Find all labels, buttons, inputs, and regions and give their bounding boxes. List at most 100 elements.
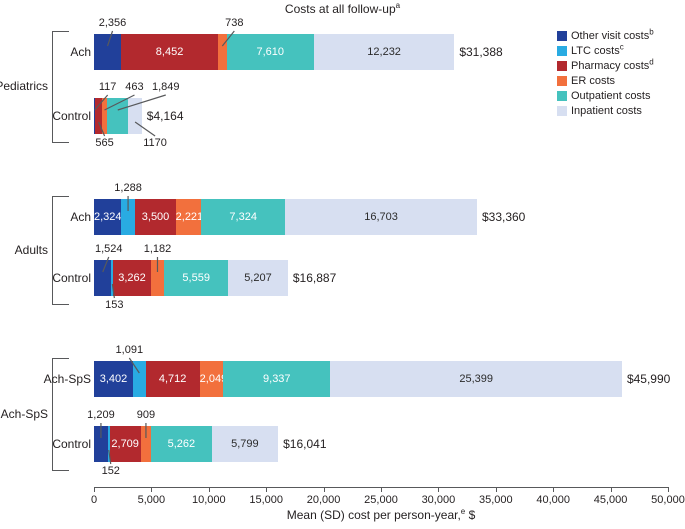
x-axis-tick-label: 0 <box>90 494 98 506</box>
x-axis-title-unit: $ <box>465 508 476 522</box>
group-label: Pediatrics <box>0 79 48 93</box>
x-axis-tick <box>381 487 382 492</box>
x-axis-title-text: Mean (SD) cost per person-year, <box>286 508 461 522</box>
bar-segment-er <box>140 426 152 462</box>
bar-total-label: $31,388 <box>459 45 503 59</box>
x-axis-tick-label: 35,000 <box>478 494 513 506</box>
bar-segment-callout: 1,182 <box>143 243 172 255</box>
bar-segment-callout: 1,209 <box>87 409 115 421</box>
bar-segment-ltc <box>107 426 110 462</box>
bar-segment-callout: 117 <box>98 81 117 93</box>
bar-segment-inpatient <box>330 361 622 397</box>
x-axis-tick <box>208 487 210 492</box>
bar-segment-inpatient <box>285 199 477 235</box>
legend-footnote-mark: d <box>649 57 654 67</box>
bar-segment-ltc <box>111 260 114 296</box>
x-axis-title-footnote-mark: e <box>460 507 466 516</box>
bar-total-label: $33,360 <box>481 210 526 224</box>
bar-segment-callout: 1,091 <box>115 344 144 356</box>
bar-segment-ltc <box>133 361 146 397</box>
bar-segment-callout: 463 <box>125 81 144 93</box>
bar-row-label: Ach <box>70 210 91 224</box>
bar-total-label: $45,990 <box>626 372 671 386</box>
bar-row-label: Ach <box>70 45 91 59</box>
legend-footnote-mark: c <box>619 42 624 52</box>
legend: Other visit costsb LTC costsc Pharmacy cos… <box>557 27 654 121</box>
bar-segment-callout: 1170 <box>143 137 167 149</box>
bar-segment-value: 16,703 <box>364 211 398 223</box>
bar-segment-er <box>175 199 202 235</box>
legend-item-er: ER costs <box>557 76 654 87</box>
legend-label: Other visit costsb <box>571 27 654 42</box>
legend-label: ER costs <box>571 75 616 87</box>
bar-segment-er <box>218 34 227 70</box>
bar-segment-callout: 909 <box>136 409 156 421</box>
legend-swatch-icon <box>557 91 567 101</box>
legend-swatch-icon <box>557 61 567 71</box>
bar-segment-other_visit <box>94 260 112 296</box>
bar-segment-value: 7,324 <box>229 211 257 223</box>
bar-segment-value: 3,402 <box>99 373 128 385</box>
bar-total-label: $16,887 <box>292 271 337 285</box>
legend-label: Pharmacy costsd <box>571 57 654 72</box>
legend-footnote-mark: b <box>649 27 654 37</box>
bar-segment-er <box>150 260 165 296</box>
bar-segment-value: 9,337 <box>263 373 291 385</box>
bar-segment-callout: 738 <box>225 17 244 29</box>
bar-total-label: $4,164 <box>146 109 184 123</box>
x-axis-tick-label: 25,000 <box>364 494 398 506</box>
x-axis-tick <box>438 487 440 492</box>
x-axis-tick-label: 45,000 <box>593 494 628 506</box>
bar-row-label: Control <box>52 109 91 123</box>
bar-segment-outpatient <box>164 260 229 296</box>
bar-segment-value: 8,452 <box>155 46 184 58</box>
bar-segment-callout: 1,288 <box>114 182 142 194</box>
x-axis-tick <box>668 487 669 492</box>
bar-segment-inpatient <box>211 426 279 462</box>
legend-label: Inpatient costs <box>571 105 642 117</box>
legend-swatch-icon <box>557 46 567 56</box>
x-axis-tick <box>94 487 95 492</box>
x-axis-tick-label: 40,000 <box>536 494 571 506</box>
x-axis-tick-label: 20,000 <box>306 494 341 506</box>
chart-title-footnote-mark: a <box>395 1 401 10</box>
bar-segment-pharmacy <box>113 260 151 296</box>
bar-segment-callout: 1,524 <box>94 243 123 255</box>
group-label: Ach-SpS <box>0 406 48 421</box>
bar-segment-er <box>101 98 108 134</box>
x-axis-tick-label: 5,000 <box>137 494 166 506</box>
bar-segment-outpatient <box>151 426 212 462</box>
bar-segment-other_visit <box>94 34 122 70</box>
legend-swatch-icon <box>557 31 567 41</box>
bar-segment-value: 2,709 <box>111 438 139 450</box>
bar-segment-callout: 565 <box>95 137 114 149</box>
bar-segment-outpatient <box>226 34 314 70</box>
x-axis-tick <box>266 487 268 492</box>
bar-segment-other_visit <box>94 98 96 134</box>
legend-label: Outpatient costs <box>571 90 651 102</box>
x-axis-tick <box>553 487 555 492</box>
bar-segment-outpatient <box>223 361 331 397</box>
bar-segment-value: 3,500 <box>141 211 170 223</box>
bar-segment-inpatient <box>313 34 455 70</box>
x-axis-tick <box>151 487 153 492</box>
bar-segment-value: 5,799 <box>231 438 259 450</box>
bar-segment-callout: 2,356 <box>98 17 127 29</box>
legend-label: LTC costsc <box>571 42 624 57</box>
bar-segment-inpatient <box>228 260 288 296</box>
chart-title: Costs at all follow-upa <box>0 1 685 17</box>
bar-segment-inpatient <box>128 98 142 134</box>
x-axis-tick-label: 10,000 <box>191 494 226 506</box>
bar-segment-callout: 1,849 <box>151 81 180 93</box>
bar-row-label: Control <box>52 271 91 285</box>
bar-segment-pharmacy <box>95 98 102 134</box>
legend-item-outpatient: Outpatient costs <box>557 91 654 102</box>
bar-segment-other_visit <box>94 361 134 397</box>
bar-segment-callout: 152 <box>101 465 120 477</box>
bar-segment-pharmacy <box>135 199 176 235</box>
x-axis-tick-label: 15,000 <box>249 494 284 506</box>
bar-segment-other_visit <box>94 199 121 235</box>
x-axis-tick-label: 50,000 <box>651 494 685 506</box>
chart-title-text: Costs at all follow-up <box>284 2 396 16</box>
bar-segment-outpatient <box>201 199 286 235</box>
